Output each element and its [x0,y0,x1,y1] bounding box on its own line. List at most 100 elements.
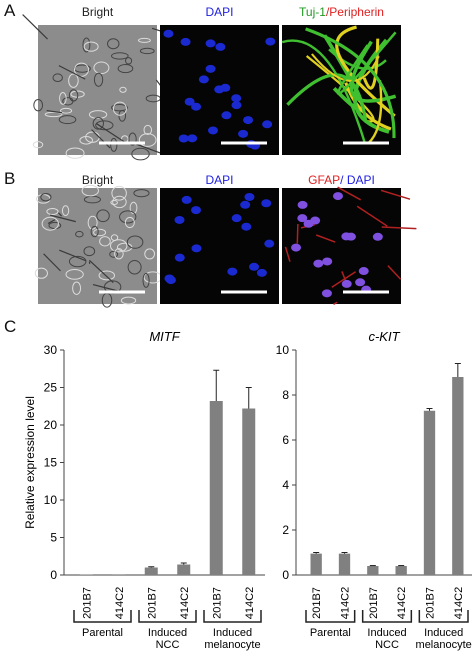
x-tick-label: 414C2 [179,587,191,619]
micrograph [35,185,161,307]
bar [452,377,463,575]
x-tick-label: 201B7 [368,587,380,619]
nucleus [227,268,237,276]
nucleus [262,120,272,128]
label-part: /Peripherin [326,5,384,19]
nucleus [304,220,314,228]
x-tick-label: 201B7 [311,587,323,619]
bar [242,409,255,576]
group-label: melanocyte [416,639,472,651]
nucleus [265,38,275,46]
nucleus [322,257,332,265]
x-tick-label: 201B7 [211,587,223,619]
nucleus [191,244,201,252]
x-tick-label: 414C2 [114,587,126,619]
image-label: DAPI [205,5,233,19]
bar [177,565,190,576]
micrograph [23,15,168,160]
nucleus [231,94,241,102]
group-label: NCC [156,639,180,651]
group-label: Induced [213,627,252,639]
label-part: DAPI [205,173,233,187]
nucleus [221,111,231,119]
nucleus [232,214,242,222]
image-bg [160,188,279,304]
bar [424,411,435,575]
label-part: DAPI [205,5,233,19]
nucleus [373,233,383,241]
nucleus [182,196,192,204]
nucleus [298,201,308,209]
nucleus [261,199,271,207]
nucleus [243,116,253,124]
nucleus [199,75,209,83]
nucleus [355,278,365,286]
nucleus [240,201,250,209]
nucleus [187,134,197,142]
nucleus [232,101,242,109]
label-part: GFAP [308,173,340,187]
y-tick-label: 25 [44,381,58,395]
nucleus [346,233,356,241]
nucleus [206,65,216,73]
group-label: Induced [424,627,463,639]
nucleus [333,192,343,200]
label-part: Tuj-1 [299,5,326,19]
y-tick-label: 5 [50,531,57,545]
x-tick-label: 201B7 [81,587,93,619]
group-label: Parental [82,627,123,639]
group-label: Induced [367,627,406,639]
fiber [297,224,298,243]
nucleus [174,216,184,224]
nucleus [313,260,323,268]
nucleus [191,103,201,111]
panel-label: B [4,169,15,188]
label-part: / DAPI [340,173,375,187]
y-tick-label: 4 [282,478,289,492]
nucleus [215,43,225,51]
y-tick-label: 10 [276,343,290,357]
bar [311,554,322,575]
nucleus [206,39,216,47]
nucleus [244,193,254,201]
micrograph [160,25,279,155]
image-bg [38,188,157,304]
x-tick-label: 201B7 [425,587,437,619]
nucleus [291,244,301,252]
group-label: melanocyte [204,639,260,651]
y-tick-label: 8 [282,388,289,402]
chart-title: MITF [149,329,180,344]
nucleus [359,267,369,275]
y-tick-label: 6 [282,433,289,447]
x-tick-label: 414C2 [340,587,352,619]
nucleus [238,130,248,138]
y-tick-label: 10 [44,493,58,507]
x-tick-label: 414C2 [453,587,465,619]
y-tick-label: 15 [44,456,58,470]
y-tick-label: 0 [50,568,57,582]
label-part: Bright [82,173,114,187]
nucleus [163,30,173,38]
panel-label: A [4,1,16,20]
nucleus [181,38,191,46]
x-tick-label: 414C2 [396,587,408,619]
nucleus [322,289,332,297]
bar [145,568,158,576]
bar [396,566,407,575]
image-label: Bright [82,173,114,187]
label-part: Bright [82,5,114,19]
chart-title: c-KIT [368,329,400,344]
micrograph [282,187,416,304]
y-axis-label: Relative expression level [23,396,37,529]
x-tick-label: 414C2 [244,587,256,619]
image-label: GFAP/ DAPI [308,173,375,187]
nucleus [175,254,185,262]
nucleus [164,275,174,283]
group-label: Induced [148,627,187,639]
y-tick-label: 2 [282,523,289,537]
image-label: Bright [82,5,114,19]
nucleus [264,240,274,248]
nucleus [241,223,251,231]
nucleus [257,269,267,277]
